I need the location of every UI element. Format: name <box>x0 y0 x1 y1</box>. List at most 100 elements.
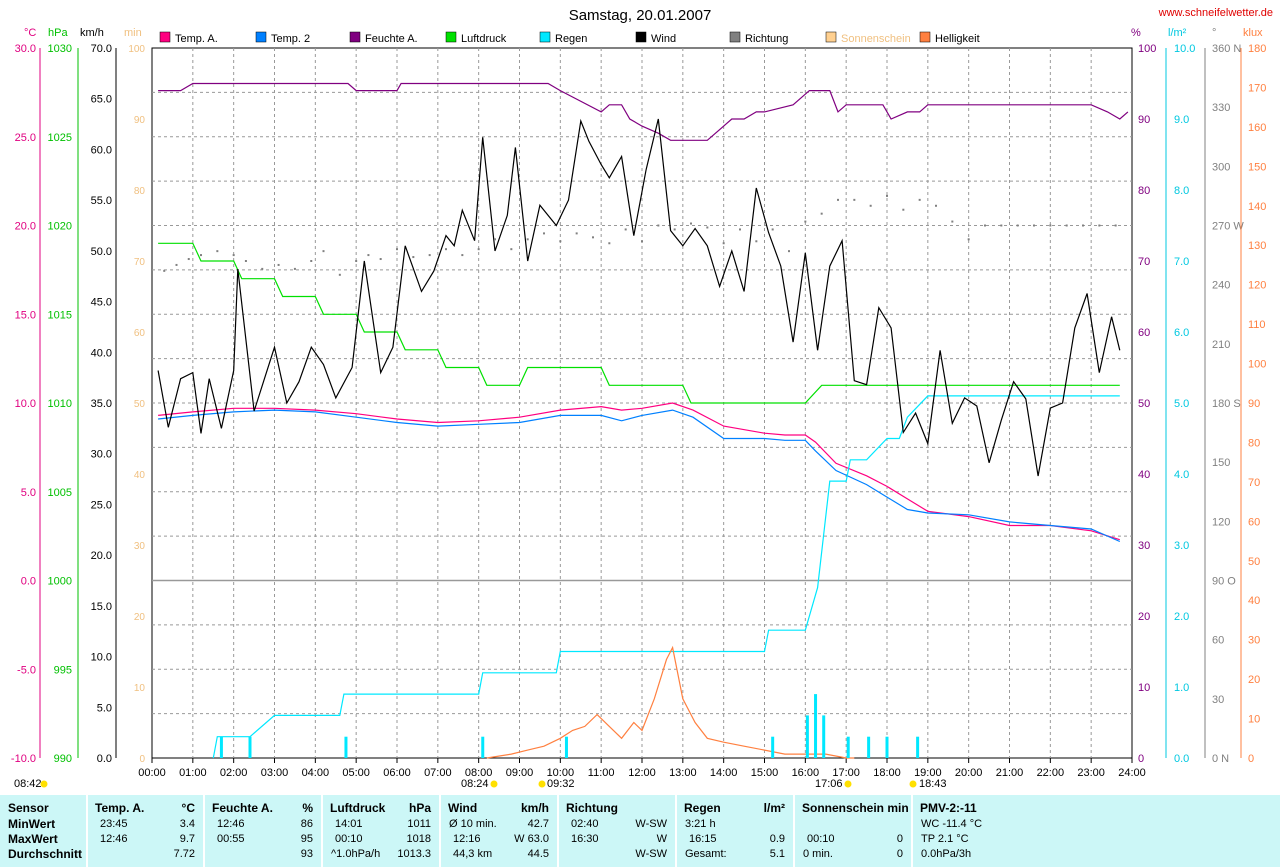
brightness-tick: 110 <box>1248 319 1266 331</box>
direction-tick: 240 <box>1212 280 1230 292</box>
stats-wind-max-time: 12:16 <box>453 833 481 845</box>
direction-point <box>820 212 823 215</box>
time-tick: 13:00 <box>669 767 697 779</box>
stats-pressure-max-time: 00:10 <box>335 833 363 845</box>
direction-tick: 300 <box>1212 161 1230 173</box>
temp-tick: 30.0 <box>15 43 36 55</box>
legend-label: Richtung <box>745 33 788 45</box>
brightness-tick: 80 <box>1248 437 1260 449</box>
stats-pmv-trend: 0.0hPa/3h <box>921 848 972 860</box>
stats-pressure-max: 1018 <box>406 833 431 845</box>
sun-marker-dot <box>538 780 546 788</box>
time-tick: 20:00 <box>955 767 983 779</box>
pressure-tick: 1005 <box>48 487 72 499</box>
stats-wind-avg10: 42.7 <box>527 818 549 830</box>
brightness-tick: 40 <box>1248 595 1260 607</box>
brightness-tick: 150 <box>1248 161 1266 173</box>
pressure-tick: 1015 <box>48 309 72 321</box>
wind-tick: 45.0 <box>91 297 112 309</box>
legend-swatch <box>729 31 741 43</box>
stats-direction-min-time: 02:40 <box>571 818 599 830</box>
pressure-tick: 1020 <box>48 221 72 233</box>
stats-wind-unit: km/h <box>520 801 549 815</box>
direction-point <box>951 220 954 223</box>
direction-point <box>706 226 709 229</box>
pressure-tick: 990 <box>54 753 72 765</box>
direction-point <box>200 254 202 257</box>
stats-rain-col: Regen l/m² 3:21 h 16:15 0.9 Gesamt: 5.1 <box>677 795 795 867</box>
humidity-tick: 30 <box>1138 540 1150 552</box>
legend-label: Temp. A. <box>175 33 218 45</box>
direction-point <box>1000 224 1003 227</box>
wind-tick: 65.0 <box>91 94 112 106</box>
stats-direction-max-time: 16:30 <box>571 833 599 845</box>
rain-bar <box>814 694 818 758</box>
direction-point <box>967 238 970 241</box>
rain-tick: 6.0 <box>1174 327 1189 339</box>
pressure-tick: 1010 <box>48 398 72 410</box>
series-line-feuchte-a <box>158 82 1129 141</box>
time-tick: 09:00 <box>506 767 534 779</box>
legend-swatch <box>255 31 267 43</box>
stats-wind-avg10-label: Ø 10 min. <box>449 818 497 830</box>
stats-rain-header: Regen <box>684 801 721 815</box>
humidity-tick: 100 <box>1138 43 1156 55</box>
sunshine-tick: 80 <box>134 186 146 197</box>
direction-point <box>624 228 627 231</box>
stats-direction-max: W <box>656 833 667 845</box>
direction-point <box>984 224 986 227</box>
direction-point <box>1082 224 1084 227</box>
legend-label: Wind <box>651 33 676 45</box>
axis-unit: min <box>124 27 142 39</box>
stats-wind-header: Wind <box>448 801 478 815</box>
brightness-tick: 180 <box>1248 43 1266 55</box>
stats-humidity-unit: % <box>302 801 313 815</box>
stats-humidity-avg: 93 <box>300 848 313 860</box>
direction-point <box>216 250 219 253</box>
wind-tick: 35.0 <box>91 398 112 410</box>
stats-rain-duration: 3:21 h <box>685 818 716 830</box>
brightness-tick: 10 <box>1248 714 1260 726</box>
direction-point <box>477 248 480 251</box>
wind-tick: 50.0 <box>91 246 112 258</box>
stats-sunshine-header: Sonnenschein min <box>802 801 909 815</box>
stats-pressure-min: 1011 <box>407 818 431 830</box>
time-tick: 08:00 <box>465 767 493 779</box>
direction-point <box>592 236 594 239</box>
legend-label: Helligkeit <box>935 33 980 45</box>
wind-tick: 20.0 <box>91 550 112 562</box>
stats-pressure-min-time: 14:01 <box>335 818 363 830</box>
axis-unit: km/h <box>80 27 104 39</box>
direction-point <box>1016 224 1019 227</box>
weather-chart: Samstag, 20.01.2007 www.schneifelwetter.… <box>11 7 1273 790</box>
stats-rain-unit: l/m² <box>763 801 785 815</box>
rain-bar <box>481 736 485 758</box>
direction-point <box>461 254 464 257</box>
rain-tick: 10.0 <box>1174 43 1195 55</box>
direction-point <box>322 250 325 253</box>
stats-pressure-header: Luftdruck <box>330 801 386 815</box>
direction-point <box>293 267 296 270</box>
stats-direction-min: W-SW <box>635 818 667 830</box>
series-line-luftdruck <box>158 242 1120 404</box>
rain-tick: 1.0 <box>1174 682 1189 694</box>
humidity-tick: 40 <box>1138 469 1150 481</box>
site-url[interactable]: www.schneifelwetter.de <box>1158 7 1273 19</box>
direction-point <box>853 198 856 201</box>
rain-tick: 7.0 <box>1174 256 1189 268</box>
stats-pressure-avg: 1013.3 <box>397 848 431 860</box>
direction-point <box>543 232 545 235</box>
stats-sensor-header: Sensor <box>8 801 49 815</box>
time-tick: 22:00 <box>1037 767 1065 779</box>
legend-swatch <box>635 31 647 43</box>
stats-sunshine-total: 0 <box>896 848 903 860</box>
sun-marker-dot <box>909 780 917 788</box>
brightness-tick: 50 <box>1248 556 1260 568</box>
direction-tick: 180 S <box>1212 398 1241 410</box>
legend-swatch <box>159 31 171 43</box>
stats-sunshine-max-time: 00:10 <box>807 833 835 845</box>
axes: 30.025.020.015.010.05.00.0-5.0-10.010301… <box>11 43 1266 779</box>
direction-point <box>657 224 660 227</box>
time-tick: 23:00 <box>1077 767 1105 779</box>
legend-label: Feuchte A. <box>365 33 418 45</box>
